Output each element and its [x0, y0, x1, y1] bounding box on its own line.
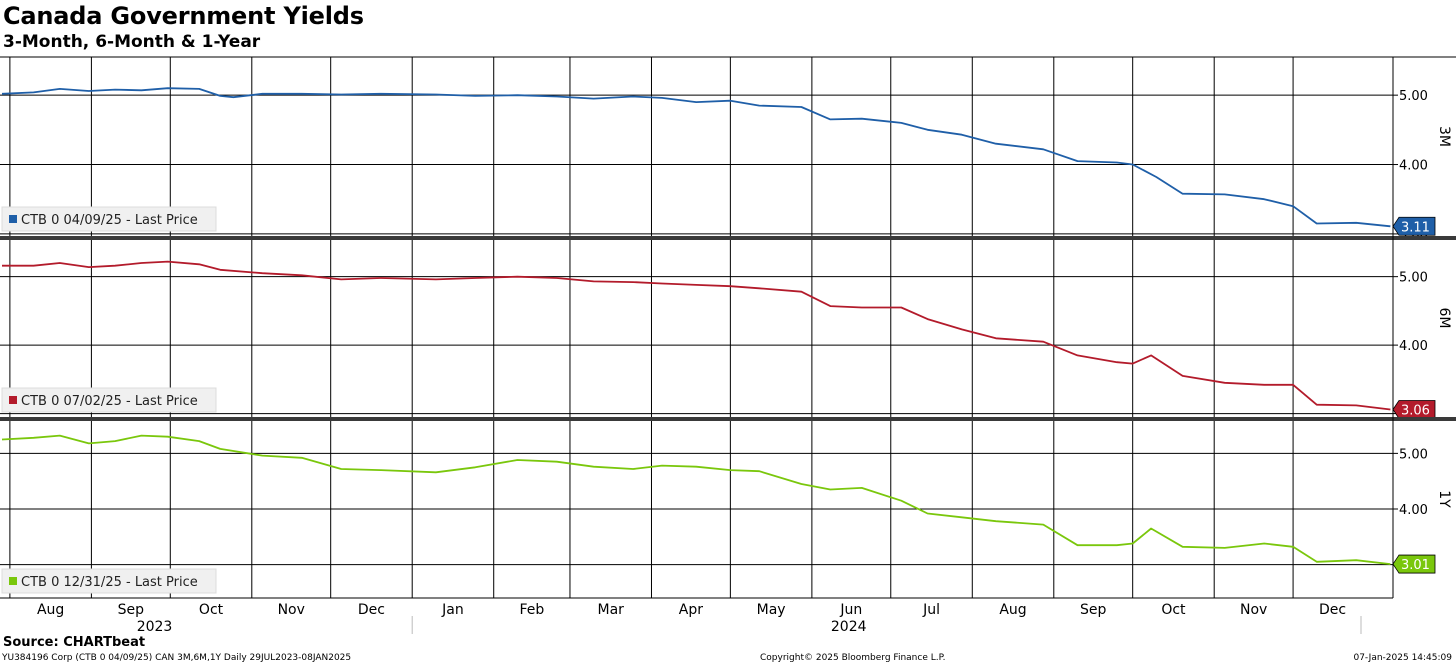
- chart-title: Canada Government Yields: [3, 2, 364, 30]
- x-tick-label: Dec: [358, 602, 385, 618]
- x-tick-label: Apr: [679, 602, 703, 618]
- y-tick-label: 4.00: [1399, 339, 1428, 354]
- x-tick-label: Mar: [598, 602, 625, 618]
- panel-separator: [0, 236, 1456, 240]
- footer-security-info: YU384196 Corp (CTB 0 04/09/25) CAN 3M,6M…: [2, 653, 352, 663]
- x-tick-label: Aug: [999, 602, 1026, 618]
- x-tick-label: Jan: [441, 602, 464, 618]
- legend-box: [1, 568, 217, 594]
- x-tick-label: Sep: [1080, 602, 1107, 618]
- x-year-label: 2023: [137, 619, 173, 635]
- source-note: Source: CHARTbeat: [3, 635, 146, 650]
- x-tick-label: Aug: [37, 602, 64, 618]
- last-value-label: 3.01: [1401, 558, 1430, 573]
- panel-axis-label: 1Y: [1436, 490, 1452, 508]
- y-tick-label: 4.00: [1399, 159, 1428, 174]
- last-value-label: 3.06: [1401, 403, 1430, 418]
- legend-label: CTB 0 12/31/25 - Last Price: [21, 575, 198, 590]
- x-tick-label: Sep: [118, 602, 145, 618]
- x-tick-label: May: [757, 602, 786, 618]
- last-value-tag: [1392, 400, 1436, 419]
- y-tick-label: 5.00: [1399, 271, 1428, 286]
- last-value-tag: [1392, 216, 1436, 236]
- panel-separator: [0, 417, 1456, 421]
- footer-timestamp: 07-Jan-2025 14:45:09: [1353, 653, 1452, 663]
- y-tick-label: 4.00: [1399, 503, 1428, 518]
- legend-box: [1, 387, 217, 413]
- footer-copyright: Copyright© 2025 Bloomberg Finance L.P.: [760, 653, 946, 663]
- x-tick-label: Nov: [278, 602, 305, 618]
- panel-axis-label: 6M: [1436, 308, 1452, 329]
- legend-label: CTB 0 07/02/25 - Last Price: [21, 394, 198, 409]
- legend-box: [1, 206, 217, 232]
- x-year-label: 2024: [831, 619, 867, 635]
- legend-swatch: [9, 577, 17, 585]
- x-tick-label: Oct: [199, 602, 224, 618]
- y-tick-label: 5.00: [1399, 447, 1428, 462]
- legend-swatch: [9, 396, 17, 404]
- x-tick-label: Jul: [922, 602, 940, 618]
- x-tick-label: Feb: [519, 602, 544, 618]
- last-value-tag: [1392, 554, 1436, 574]
- legend-label: CTB 0 04/09/25 - Last Price: [21, 213, 198, 228]
- series-line-6m: [2, 260, 1391, 411]
- panel-axis-label: 3M: [1436, 126, 1452, 147]
- x-tick-label: Jun: [839, 602, 862, 618]
- x-tick-label: Dec: [1319, 602, 1346, 618]
- x-tick-label: Nov: [1240, 602, 1267, 618]
- last-value-label: 3.11: [1401, 220, 1430, 235]
- y-tick-label: 5.00: [1399, 89, 1428, 104]
- x-tick-label: Oct: [1161, 602, 1186, 618]
- series-line-1y: [1, 434, 1391, 565]
- chart-subtitle: 3-Month, 6-Month & 1-Year: [3, 32, 261, 52]
- legend-swatch: [9, 215, 17, 223]
- series-line-3m: [1, 87, 1391, 228]
